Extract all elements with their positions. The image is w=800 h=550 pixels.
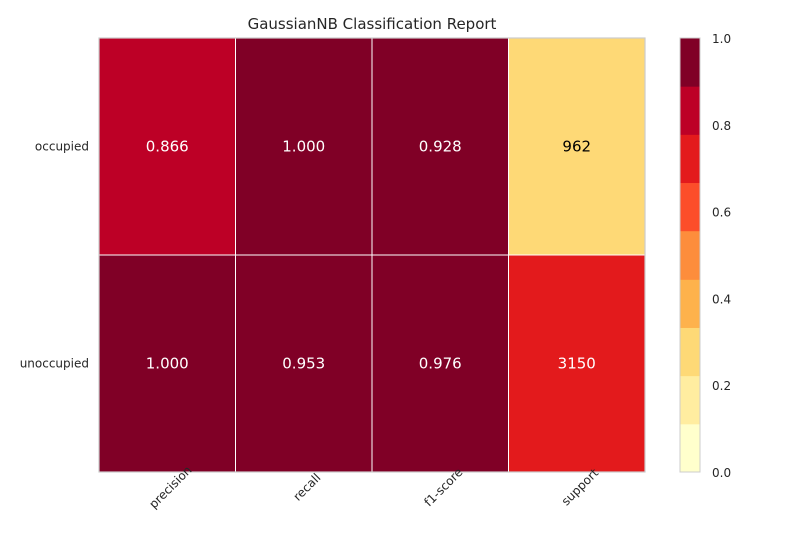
colorbar-tick-label: 0.6 [712, 206, 731, 220]
cell-value-label: 0.866 [146, 138, 189, 156]
heatmap-cell [235, 37, 373, 256]
heatmap-cell [508, 37, 646, 256]
colorbar: 0.0 0.2 0.4 0.6 0.8 1.0 [679, 32, 731, 480]
colorbar-bin [680, 86, 700, 135]
row-label: occupied [35, 140, 89, 154]
colorbar-tick-label: 0.2 [712, 379, 731, 393]
colorbar-tick-label: 1.0 [712, 32, 731, 46]
cell-value-label: 0.953 [282, 355, 325, 373]
colorbar-tick-label: 0.0 [712, 466, 731, 480]
cell-value-label: 0.976 [419, 355, 462, 373]
colorbar-tick-label: 0.4 [712, 292, 731, 306]
heatmap-cell [98, 37, 236, 256]
heatmap-cells: 0.866 1.000 0.928 962 1.000 0.953 0.976 3150 [98, 37, 646, 473]
column-label: recall [290, 471, 323, 504]
cell-value-label: 3150 [558, 355, 596, 373]
cell-value-label: 1.000 [282, 138, 325, 156]
colorbar-bin [680, 134, 700, 184]
colorbar-bin [680, 423, 700, 473]
cell-value-label: 962 [562, 138, 591, 156]
colorbar-bin [680, 182, 700, 232]
cell-value-label: 0.928 [419, 138, 462, 156]
colorbar-bin [680, 375, 700, 425]
colorbar-bin [680, 327, 700, 377]
colorbar-bin [680, 230, 700, 280]
heatmap-cell [98, 254, 236, 473]
heatmap-cell [235, 254, 373, 473]
colorbar-bin [680, 279, 700, 328]
heatmap-cell [508, 254, 646, 473]
colorbar-tick-label: 0.8 [712, 119, 731, 133]
row-labels: occupied unoccupied [20, 140, 89, 371]
chart-title: GaussianNB Classification Report [248, 15, 497, 33]
cell-value-label: 1.000 [146, 355, 189, 373]
row-label: unoccupied [20, 357, 89, 371]
colorbar-bin [680, 38, 700, 87]
colorbar-frame [679, 37, 701, 473]
heatmap-cell [371, 254, 509, 473]
heatmap-frame [98, 37, 646, 473]
